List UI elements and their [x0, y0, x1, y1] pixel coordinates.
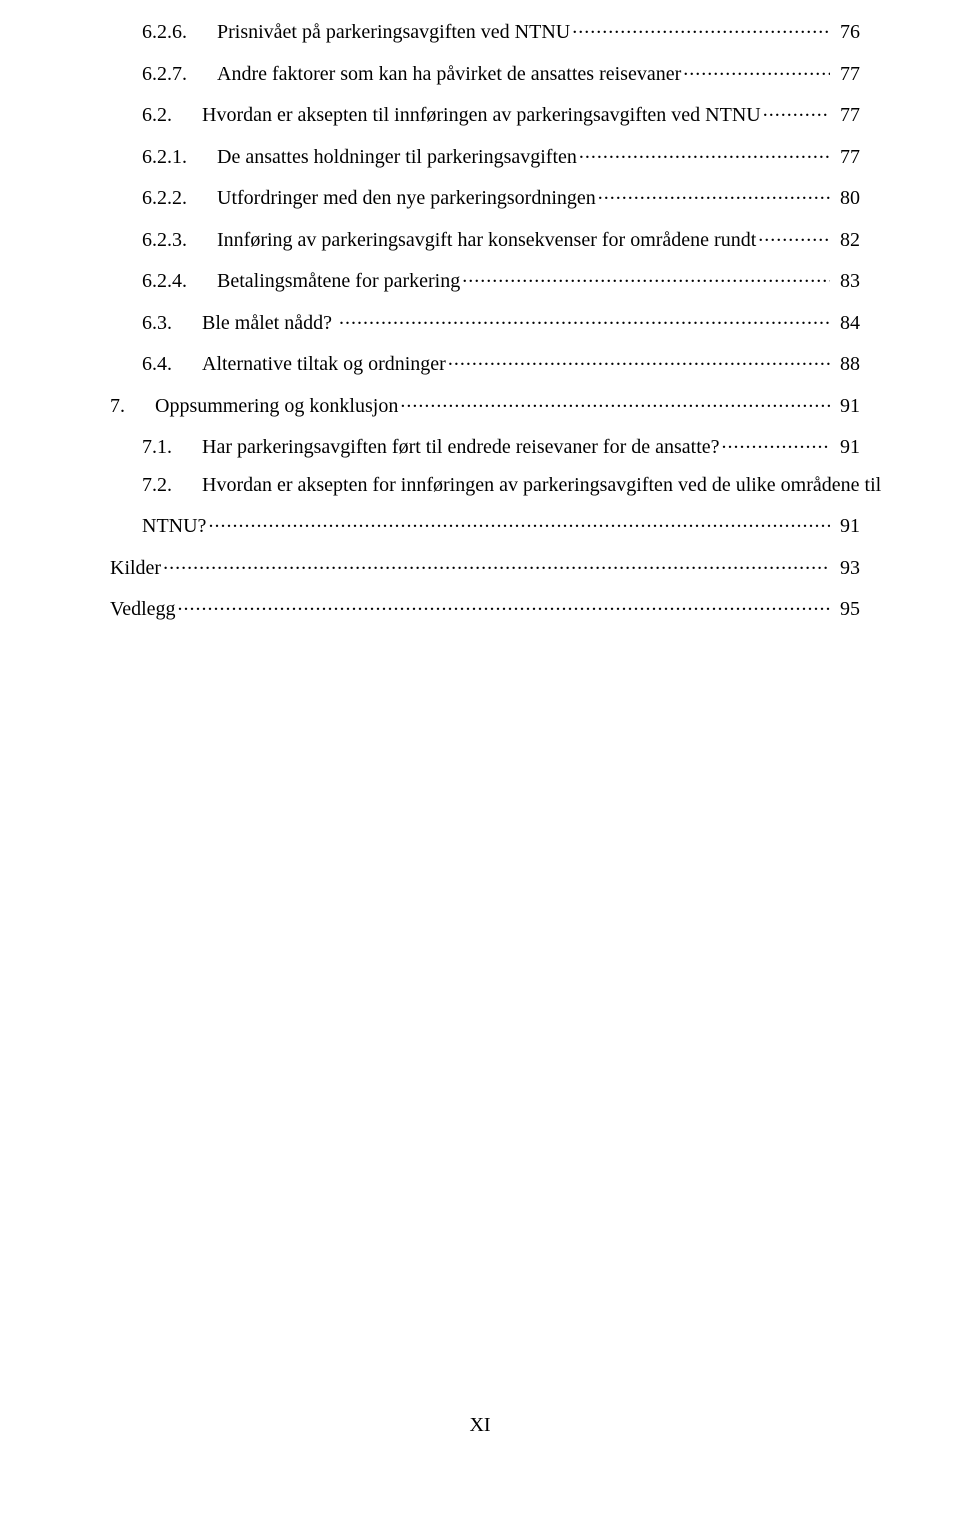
toc-page-number: 76	[832, 22, 860, 42]
toc-number: Vedlegg	[110, 599, 176, 619]
toc-title: Hvordan er aksepten for innføringen av p…	[202, 475, 881, 495]
toc-dot-leader	[178, 595, 830, 615]
toc-page-number: 95	[832, 599, 860, 619]
toc-entry: Kilder 93	[110, 554, 860, 578]
toc-page-number: 77	[832, 105, 860, 125]
toc-entry: Vedlegg 95	[110, 595, 860, 619]
toc-dot-leader	[758, 226, 830, 246]
toc-number: 6.4.	[142, 354, 172, 374]
toc-dot-leader	[579, 143, 830, 163]
toc-dot-leader	[448, 350, 830, 370]
toc-number: 7.	[110, 396, 125, 416]
toc-page-number: 82	[832, 230, 860, 250]
table-of-contents: 6.2.6. Prisnivået på parkeringsavgiften v…	[110, 18, 860, 619]
toc-page-number: 77	[832, 64, 860, 84]
toc-number: 6.2.	[142, 105, 172, 125]
toc-dot-leader	[572, 18, 830, 38]
toc-dot-leader	[683, 60, 830, 80]
toc-title: De ansattes holdninger til parkeringsavg…	[217, 147, 577, 167]
toc-title: Utfordringer med den nye parkeringsordni…	[217, 188, 596, 208]
toc-page-number: 93	[832, 558, 860, 578]
toc-entry: 6.4. Alternative tiltak og ordninger 88	[110, 350, 860, 374]
toc-entry: 6.2.7. Andre faktorer som kan ha påvirket…	[110, 60, 860, 84]
toc-number: 7.1.	[142, 437, 172, 457]
toc-number: 6.2.7.	[142, 64, 187, 84]
toc-title: Andre faktorer som kan ha påvirket de an…	[217, 64, 681, 84]
toc-entry: 6.2.3. Innføring av parkeringsavgift har …	[110, 226, 860, 250]
toc-dot-leader	[339, 309, 830, 329]
toc-entry: 6.2. Hvordan er aksepten til innføringen …	[110, 101, 860, 125]
toc-number: 6.2.2.	[142, 188, 187, 208]
toc-page-number: 91	[832, 396, 860, 416]
toc-page-number: 88	[832, 354, 860, 374]
toc-entry: 6.3. Ble målet nådd? 84	[110, 309, 860, 333]
toc-title: Betalingsmåtene for parkering	[217, 271, 460, 291]
toc-title: NTNU?	[142, 516, 206, 536]
toc-number: 6.2.1.	[142, 147, 187, 167]
toc-dot-leader	[763, 101, 830, 121]
toc-title: Hvordan er aksepten til innføringen av p…	[202, 105, 761, 125]
toc-number: 7.2.	[142, 475, 172, 495]
toc-entry: 6.2.2. Utfordringer med den nye parkering…	[110, 184, 860, 208]
page-number-footer: XI	[0, 1414, 960, 1437]
toc-page-number: 91	[832, 516, 860, 536]
toc-page-number: 84	[832, 313, 860, 333]
toc-dot-leader	[598, 184, 830, 204]
toc-entry: 6.2.6. Prisnivået på parkeringsavgiften v…	[110, 18, 860, 42]
toc-number: 6.2.3.	[142, 230, 187, 250]
toc-title: Oppsummering og konklusjon	[155, 396, 398, 416]
toc-dot-leader	[163, 554, 830, 574]
toc-dot-leader	[400, 392, 830, 412]
toc-title: Har parkeringsavgiften ført til endrede …	[202, 437, 720, 457]
toc-title: Ble målet nådd?	[202, 313, 337, 333]
toc-entry: 7. Oppsummering og konklusjon 91	[110, 392, 860, 416]
toc-title: Prisnivået på parkeringsavgiften ved NTN…	[217, 22, 570, 42]
toc-number: 6.3.	[142, 313, 172, 333]
toc-page-number: 77	[832, 147, 860, 167]
document-page: 6.2.6. Prisnivået på parkeringsavgiften v…	[0, 0, 960, 1515]
toc-dot-leader	[722, 433, 830, 453]
toc-page-number: 80	[832, 188, 860, 208]
toc-title: Alternative tiltak og ordninger	[202, 354, 446, 374]
toc-number: 6.2.4.	[142, 271, 187, 291]
toc-page-number: 91	[832, 437, 860, 457]
toc-entry: 7.1. Har parkeringsavgiften ført til endr…	[110, 433, 860, 457]
toc-entry: NTNU? 91	[110, 512, 860, 536]
toc-dot-leader	[462, 267, 830, 287]
toc-dot-leader	[208, 512, 830, 532]
toc-entry: 7.2.Hvordan er aksepten for innføringen …	[110, 475, 860, 495]
toc-number: 6.2.6.	[142, 22, 187, 42]
toc-title: Innføring av parkeringsavgift har konsek…	[217, 230, 756, 250]
toc-number: Kilder	[110, 558, 161, 578]
toc-entry: 6.2.1. De ansattes holdninger til parkeri…	[110, 143, 860, 167]
toc-page-number: 83	[832, 271, 860, 291]
toc-entry: 6.2.4. Betalingsmåtene for parkering 83	[110, 267, 860, 291]
